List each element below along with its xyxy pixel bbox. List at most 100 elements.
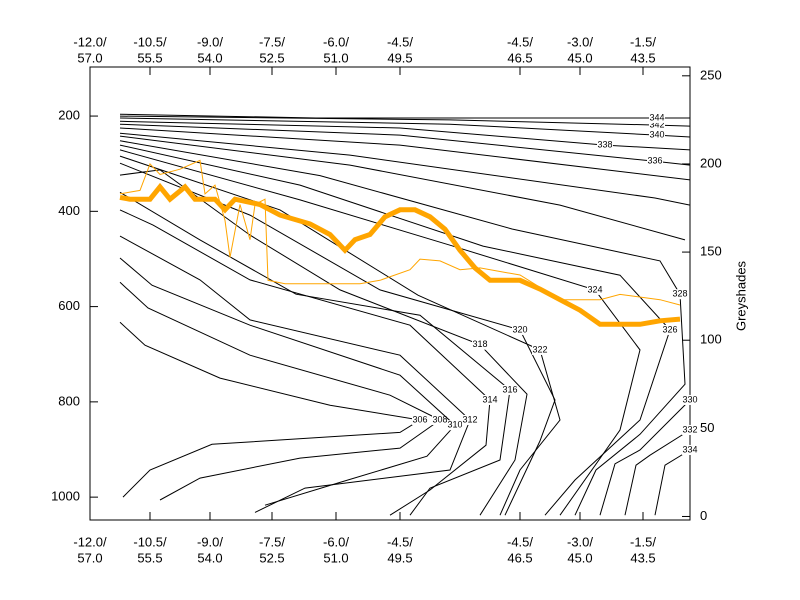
contour-line [119, 115, 691, 127]
x-tick-label: -9.0/ [197, 34, 223, 49]
x-tick-label: -1.5/ [630, 34, 656, 49]
contour-label-bg [482, 394, 498, 405]
contour-label-bg [462, 414, 478, 425]
contour-line [119, 235, 471, 513]
contour-label-bg [649, 112, 665, 123]
contour-line [119, 169, 528, 516]
contour-label: 340 [649, 129, 664, 139]
x-tick-label: -10.5/ [133, 534, 167, 549]
y-tick-label: 200 [58, 108, 80, 123]
contour-label-bg [662, 324, 678, 335]
contour-label: 308 [432, 414, 447, 424]
contour-line [119, 144, 671, 516]
x-tick-label: -7.5/ [259, 534, 285, 549]
contour-line [119, 113, 690, 119]
contour-line [119, 135, 691, 516]
greyshade-line [119, 182, 681, 327]
contour-label-bg [682, 424, 698, 435]
x-tick-label: -12.0/ [73, 34, 107, 49]
contour-label: 334 [682, 444, 697, 454]
contour-label: 328 [672, 289, 687, 299]
contour-label: 336 [647, 156, 662, 166]
contour-label-bg [512, 324, 528, 335]
x-tick-label: 49.5 [387, 50, 412, 65]
contour-line [119, 149, 641, 516]
x-tick-label: 57.0 [77, 550, 102, 565]
x-tick-label: -6.0/ [323, 534, 349, 549]
contour-label: 318 [472, 339, 487, 349]
contour-label: 344 [649, 112, 664, 122]
contour-label: 326 [662, 324, 677, 334]
contour-label-bg [672, 289, 688, 300]
contour-label: 316 [502, 384, 517, 394]
y2-tick-label: 0 [700, 508, 707, 523]
contour-label-bg [502, 384, 518, 395]
contour-label-bg [682, 444, 698, 455]
x-tick-label: -7.5/ [259, 34, 285, 49]
contour-label: 320 [512, 324, 527, 334]
x-tick-label: 52.5 [259, 50, 284, 65]
x-tick-label: 45.0 [567, 50, 592, 65]
y-tick-label: 800 [58, 393, 80, 408]
x-tick-label: -1.5/ [630, 534, 656, 549]
y2-tick-label: 200 [700, 155, 722, 170]
contour-label-bg [682, 394, 698, 405]
y2-tick-label: 100 [700, 332, 722, 347]
y2-axis-label: Greyshades [733, 260, 748, 331]
x-tick-label: 54.0 [197, 50, 222, 65]
contour-label: 310 [447, 420, 462, 430]
contour-label-bg [647, 156, 663, 167]
x-tick-label: 55.5 [137, 50, 162, 65]
contour-line [119, 257, 456, 506]
contour-label: 332 [682, 424, 697, 434]
contour-label-bg [412, 414, 428, 425]
contour-label: 338 [597, 139, 612, 149]
x-tick-label: 46.5 [507, 50, 532, 65]
x-tick-label: -3.0/ [567, 34, 593, 49]
contour-line [119, 162, 556, 516]
x-tick-label: 43.5 [630, 50, 655, 65]
y2-tick-label: 150 [700, 244, 722, 259]
x-tick-label: -9.0/ [197, 534, 223, 549]
x-tick-label: -12.0/ [73, 534, 107, 549]
x-tick-label: -4.5/ [507, 34, 533, 49]
x-tick-label: -3.0/ [567, 534, 593, 549]
y-tick-label: 400 [58, 203, 80, 218]
contour-line [119, 155, 561, 516]
x-tick-label: 46.5 [507, 550, 532, 565]
y-tick-label: 1000 [51, 489, 80, 504]
x-tick-label: 57.0 [77, 50, 102, 65]
x-tick-label: 51.0 [323, 50, 348, 65]
contour-label-bg [432, 414, 448, 425]
y-tick-label: 600 [58, 298, 80, 313]
y2-tick-label: 250 [700, 67, 722, 82]
contour-label: 324 [587, 284, 602, 294]
contour-label-bg [472, 339, 488, 350]
contour-line [119, 120, 691, 151]
contour-line [119, 127, 691, 516]
contour-line [119, 321, 422, 498]
x-tick-label: -4.5/ [507, 534, 533, 549]
contour-label-bg [649, 120, 665, 131]
contour-label-bg [532, 344, 548, 355]
x-tick-label: 43.5 [630, 550, 655, 565]
plot-frame [89, 66, 691, 521]
x-tick-label: -4.5/ [387, 534, 413, 549]
contour-label: 306 [412, 414, 427, 424]
contour-line [119, 209, 491, 516]
contour-label: 342 [649, 119, 664, 129]
contour-label: 314 [482, 394, 497, 404]
contour-line [119, 191, 511, 516]
x-tick-label: 52.5 [259, 550, 284, 565]
contour-label-bg [649, 130, 665, 141]
x-tick-label: -10.5/ [133, 34, 167, 49]
x-tick-label: 51.0 [323, 550, 348, 565]
greyshade-line [119, 159, 681, 306]
contour-line [119, 281, 441, 501]
contour-label: 330 [682, 394, 697, 404]
contour-line [119, 117, 691, 138]
contour-label: 312 [462, 414, 477, 424]
y2-tick-label: 50 [700, 420, 714, 435]
x-tick-label: 54.0 [197, 550, 222, 565]
